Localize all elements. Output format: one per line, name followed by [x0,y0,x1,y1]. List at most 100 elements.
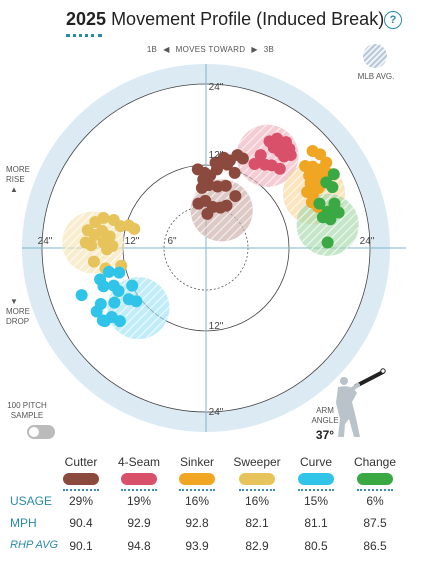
pitch-point-curve[interactable] [90,305,103,318]
row-label-usage: USAGE [10,494,53,508]
column-header: Curve [299,455,332,469]
pitch-point-curve[interactable] [126,279,139,292]
cell-mph: 92.9 [127,516,151,530]
pitch-point-4-seam[interactable] [279,136,292,149]
help-icon[interactable]: ? [384,11,402,29]
cell-usage: 16% [184,494,210,508]
title-year: 2025 [66,9,107,29]
ring-label-top-24: 24" [209,82,224,93]
pitch-point-sinker[interactable] [299,160,312,172]
cell-usage: 6% [366,494,384,508]
pitch-swatch[interactable] [121,473,157,485]
arrow-right-icon: ▶ [251,45,258,54]
pitch-swatch[interactable] [179,473,215,485]
title-underline [66,34,102,37]
pitch-point-change[interactable] [321,236,334,249]
pitch-point-cutter[interactable] [229,190,242,203]
pitch-swatch[interactable] [63,473,99,485]
ring-label-bottom-24: 24" [209,407,224,418]
pitch-point-change[interactable] [327,168,340,181]
swatch-underline [298,489,334,491]
ring-label-left-24: 24" [38,236,53,247]
arm-angle-value: 37° [315,428,335,442]
pitch-point-change[interactable] [313,197,326,210]
pitch-point-curve[interactable] [97,280,110,293]
pitch-point-curve[interactable] [130,295,143,308]
pitch-point-cutter[interactable] [236,152,249,165]
pitch-point-curve[interactable] [112,285,125,298]
pitcher-silhouette-icon [336,368,386,437]
pitch-point-cutter[interactable] [228,166,241,179]
cell-usage: 16% [244,494,270,508]
pitch-point-sinker[interactable] [314,148,327,161]
ring-label-right-24: 24" [360,236,375,247]
pitch-point-4-seam[interactable] [248,157,261,170]
pitch-point-sweeper[interactable] [89,216,102,229]
pitch-point-sweeper[interactable] [87,255,100,268]
swatch-underline [63,489,99,491]
pitch-point-4-seam[interactable] [254,149,267,162]
ring-label-top-12: 12" [209,150,224,161]
pitch-point-4-seam[interactable] [267,141,280,154]
ring-label-bottom-12: 12" [209,321,224,332]
pitch-point-curve[interactable] [113,315,126,328]
mlb-avg-label: MLB AVG. [357,72,395,81]
cell-rhp-avg: 86.5 [363,539,387,553]
cell-rhp-avg: 90.1 [69,539,93,553]
pitch-point-cutter[interactable] [197,173,210,186]
mlb-avg-icon[interactable] [363,44,387,68]
cell-mph: 92.8 [185,516,209,530]
pitch-point-change[interactable] [316,211,329,224]
cell-rhp-avg: 82.9 [245,539,269,553]
more-rise-label: MORE RISE ▲ [6,165,30,194]
pitch-point-sweeper[interactable] [88,229,101,242]
column-header: Change [353,455,397,469]
pitch-point-sweeper[interactable] [106,239,119,252]
pitch-point-cutter[interactable] [201,207,214,220]
pitch-point-curve[interactable] [102,265,115,278]
arrow-up-icon: ▲ [10,185,18,194]
pitch-point-cutter[interactable] [219,179,232,192]
ring-label-left-12: 12" [125,236,140,247]
sample-toggle[interactable] [27,425,55,439]
pitch-point-curve[interactable] [75,289,88,302]
more-drop-label: ▼ MORE DROP [6,297,30,326]
arm-angle-label: ARM ANGLE [311,406,339,425]
pitch-swatch[interactable] [239,473,275,485]
cell-rhp-avg: 80.5 [304,539,328,553]
cell-mph: 90.4 [69,516,93,530]
pitch-point-curve[interactable] [108,296,121,309]
row-label-mph: MPH [10,516,37,530]
sample-label: 100 PITCH SAMPLE [7,401,47,420]
pitch-point-curve[interactable] [113,266,126,279]
column-header: Sweeper [233,455,281,469]
pitch-point-sweeper[interactable] [128,222,141,235]
pitch-swatch[interactable] [298,473,334,485]
cell-rhp-avg: 93.9 [185,539,209,553]
column-header: 4-Seam [117,455,161,469]
arrow-left-icon: ◀ [163,45,170,54]
pitch-point-curve[interactable] [96,314,109,327]
direction-3b: 3B [263,45,275,54]
pitch-swatch[interactable] [357,473,393,485]
ring-label-left-6: 6" [167,236,177,247]
swatch-underline [357,489,393,491]
pitch-point-4-seam[interactable] [273,162,286,175]
title-text: Movement Profile (Induced Break) [111,9,385,29]
cell-usage: 15% [303,494,329,508]
cell-usage: 19% [126,494,152,508]
pitch-point-cutter[interactable] [220,199,233,212]
pitch-point-change[interactable] [326,181,339,194]
page-title: 2025 Movement Profile (Induced Break) [66,9,384,30]
pitch-point-4-seam[interactable] [277,150,290,163]
arrow-down-icon: ▼ [10,297,18,306]
direction-1b: 1B [146,45,158,54]
swatch-underline [179,489,215,491]
cell-mph: 81.1 [304,516,328,530]
swatch-underline [239,489,275,491]
pitch-point-sweeper[interactable] [85,239,98,252]
column-header: Sinker [179,455,214,469]
pitch-point-change[interactable] [332,206,345,219]
column-header: Cutter [64,455,98,469]
